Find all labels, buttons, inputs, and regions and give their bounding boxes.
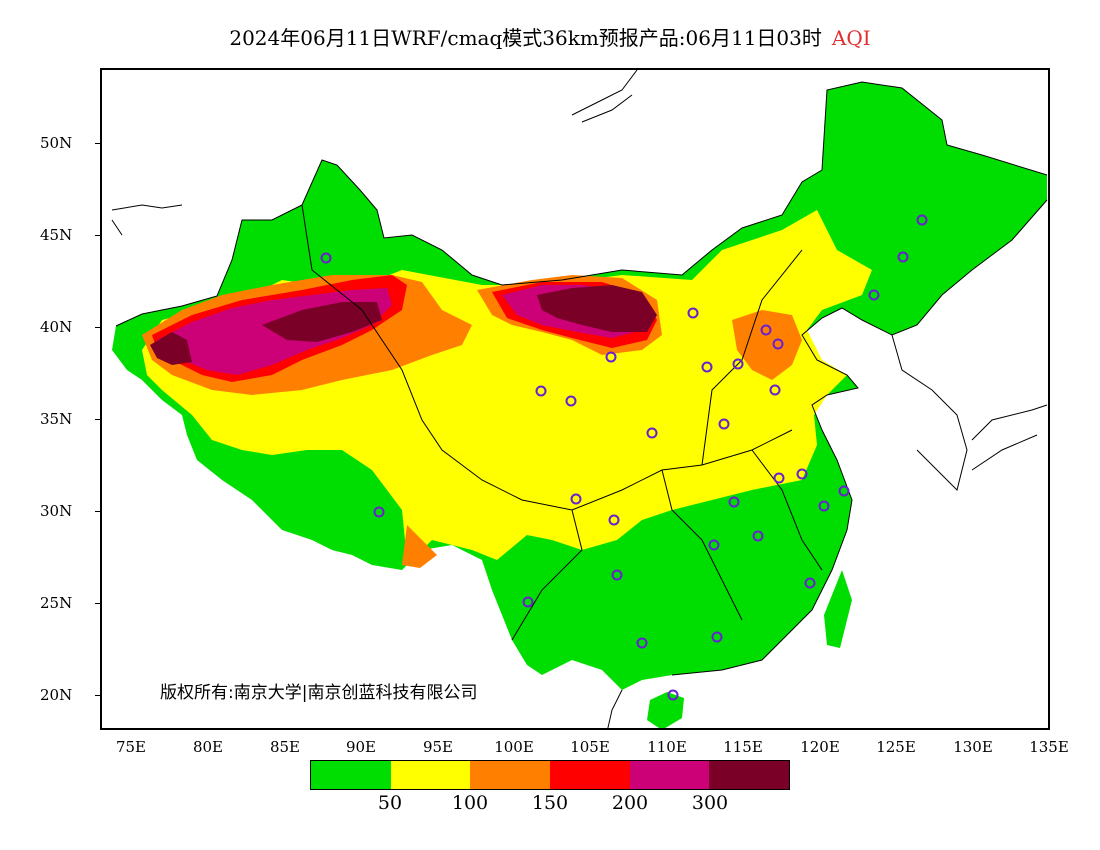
- national-border: [115, 81, 1048, 327]
- lon-label-135e: 135E: [1029, 738, 1069, 756]
- city-marker: [897, 251, 909, 263]
- lat-label-35n: 35N: [40, 410, 73, 428]
- city-marker: [605, 351, 617, 363]
- legend-swatch-hazardous: [709, 761, 790, 789]
- map-title: 2024年06月11日WRF/cmaq模式36km预报产品:06月11日03时 A…: [0, 22, 1100, 51]
- legend-label-150: 150: [531, 792, 569, 814]
- legend-label-100: 100: [451, 792, 489, 814]
- baikal-coast: [571, 70, 638, 123]
- aqi-legend: [310, 760, 790, 790]
- city-marker: [320, 252, 332, 264]
- lat-label-25n: 25N: [40, 594, 73, 612]
- city-marker: [708, 539, 720, 551]
- city-marker: [611, 569, 623, 581]
- city-marker: [373, 506, 385, 518]
- aqi-zone-hazardous: [262, 302, 382, 342]
- city-marker: [752, 530, 764, 542]
- caspian-coast: [111, 204, 183, 236]
- city-marker: [916, 214, 928, 226]
- lon-label-100e: 100E: [494, 738, 534, 756]
- coastline: [671, 199, 1048, 676]
- lon-label-105e: 105E: [570, 738, 610, 756]
- lat-label-50n: 50N: [40, 134, 73, 152]
- city-marker: [711, 631, 723, 643]
- lat-tick: [95, 511, 101, 512]
- legend-swatch-good: [311, 761, 391, 789]
- japan-coast: [971, 404, 1048, 471]
- lat-tick: [95, 143, 101, 144]
- legend-label-50: 50: [377, 792, 403, 814]
- city-marker: [760, 324, 772, 336]
- city-marker: [728, 496, 740, 508]
- city-marker: [522, 596, 534, 608]
- city-marker: [570, 493, 582, 505]
- lon-label-115e: 115E: [723, 738, 763, 756]
- legend-swatch-very-unhealthy: [629, 761, 710, 789]
- legend-swatch-unhealthy-sensitive: [470, 761, 551, 789]
- city-marker: [667, 689, 679, 701]
- lon-label-90e: 90E: [345, 738, 377, 756]
- city-marker: [636, 637, 648, 649]
- lat-tick: [95, 419, 101, 420]
- city-marker: [646, 427, 658, 439]
- map-canvas: [111, 70, 1048, 728]
- legend-label-200: 200: [611, 792, 649, 814]
- aqi-zone-unhealthy-sensitive-south: [402, 525, 437, 568]
- lon-label-110e: 110E: [647, 738, 687, 756]
- city-marker: [565, 395, 577, 407]
- province-lines: [301, 204, 823, 641]
- lat-label-30n: 30N: [40, 502, 73, 520]
- vietnam-coast: [607, 689, 623, 728]
- lon-label-80e: 80E: [192, 738, 224, 756]
- lon-label-85e: 85E: [269, 738, 301, 756]
- lat-label-45n: 45N: [40, 226, 73, 244]
- korea-coast: [891, 334, 968, 491]
- lat-label-40n: 40N: [40, 318, 73, 336]
- lon-label-120e: 120E: [800, 738, 840, 756]
- lat-tick: [95, 327, 101, 328]
- city-marker: [818, 500, 830, 512]
- lat-tick: [95, 695, 101, 696]
- copyright-text: 版权所有:南京大学|南京创蓝科技有限公司: [160, 683, 478, 703]
- lon-label-95e: 95E: [422, 738, 454, 756]
- hainan-island: [647, 692, 684, 728]
- lat-label-20n: 20N: [40, 686, 73, 704]
- lon-label-75e: 75E: [115, 738, 147, 756]
- city-marker: [796, 468, 808, 480]
- variable-label: AQI: [831, 26, 871, 50]
- aqi-zone-unhealthy-sensitive-east: [732, 310, 802, 380]
- aqi-map: [100, 68, 1050, 730]
- legend-swatch-unhealthy: [550, 761, 630, 789]
- taiwan-island: [824, 570, 852, 648]
- legend-swatch-moderate: [390, 761, 471, 789]
- city-marker: [868, 289, 880, 301]
- title-text: 2024年06月11日WRF/cmaq模式36km预报产品:06月11日03时: [229, 26, 822, 50]
- aqi-zone-hazardous-west: [150, 332, 192, 365]
- city-marker: [687, 307, 699, 319]
- city-marker: [804, 577, 816, 589]
- city-marker: [732, 358, 744, 370]
- lon-label-125e: 125E: [876, 738, 916, 756]
- lat-tick: [95, 235, 101, 236]
- city-marker: [718, 418, 730, 430]
- lat-tick: [95, 603, 101, 604]
- city-marker: [608, 514, 620, 526]
- aqi-zone-hazardous-north: [537, 285, 657, 332]
- city-marker: [701, 361, 713, 373]
- legend-label-300: 300: [691, 792, 729, 814]
- city-marker: [773, 472, 785, 484]
- lon-label-130e: 130E: [953, 738, 993, 756]
- city-marker: [535, 385, 547, 397]
- city-marker: [769, 384, 781, 396]
- city-marker: [838, 485, 850, 497]
- city-marker: [772, 338, 784, 350]
